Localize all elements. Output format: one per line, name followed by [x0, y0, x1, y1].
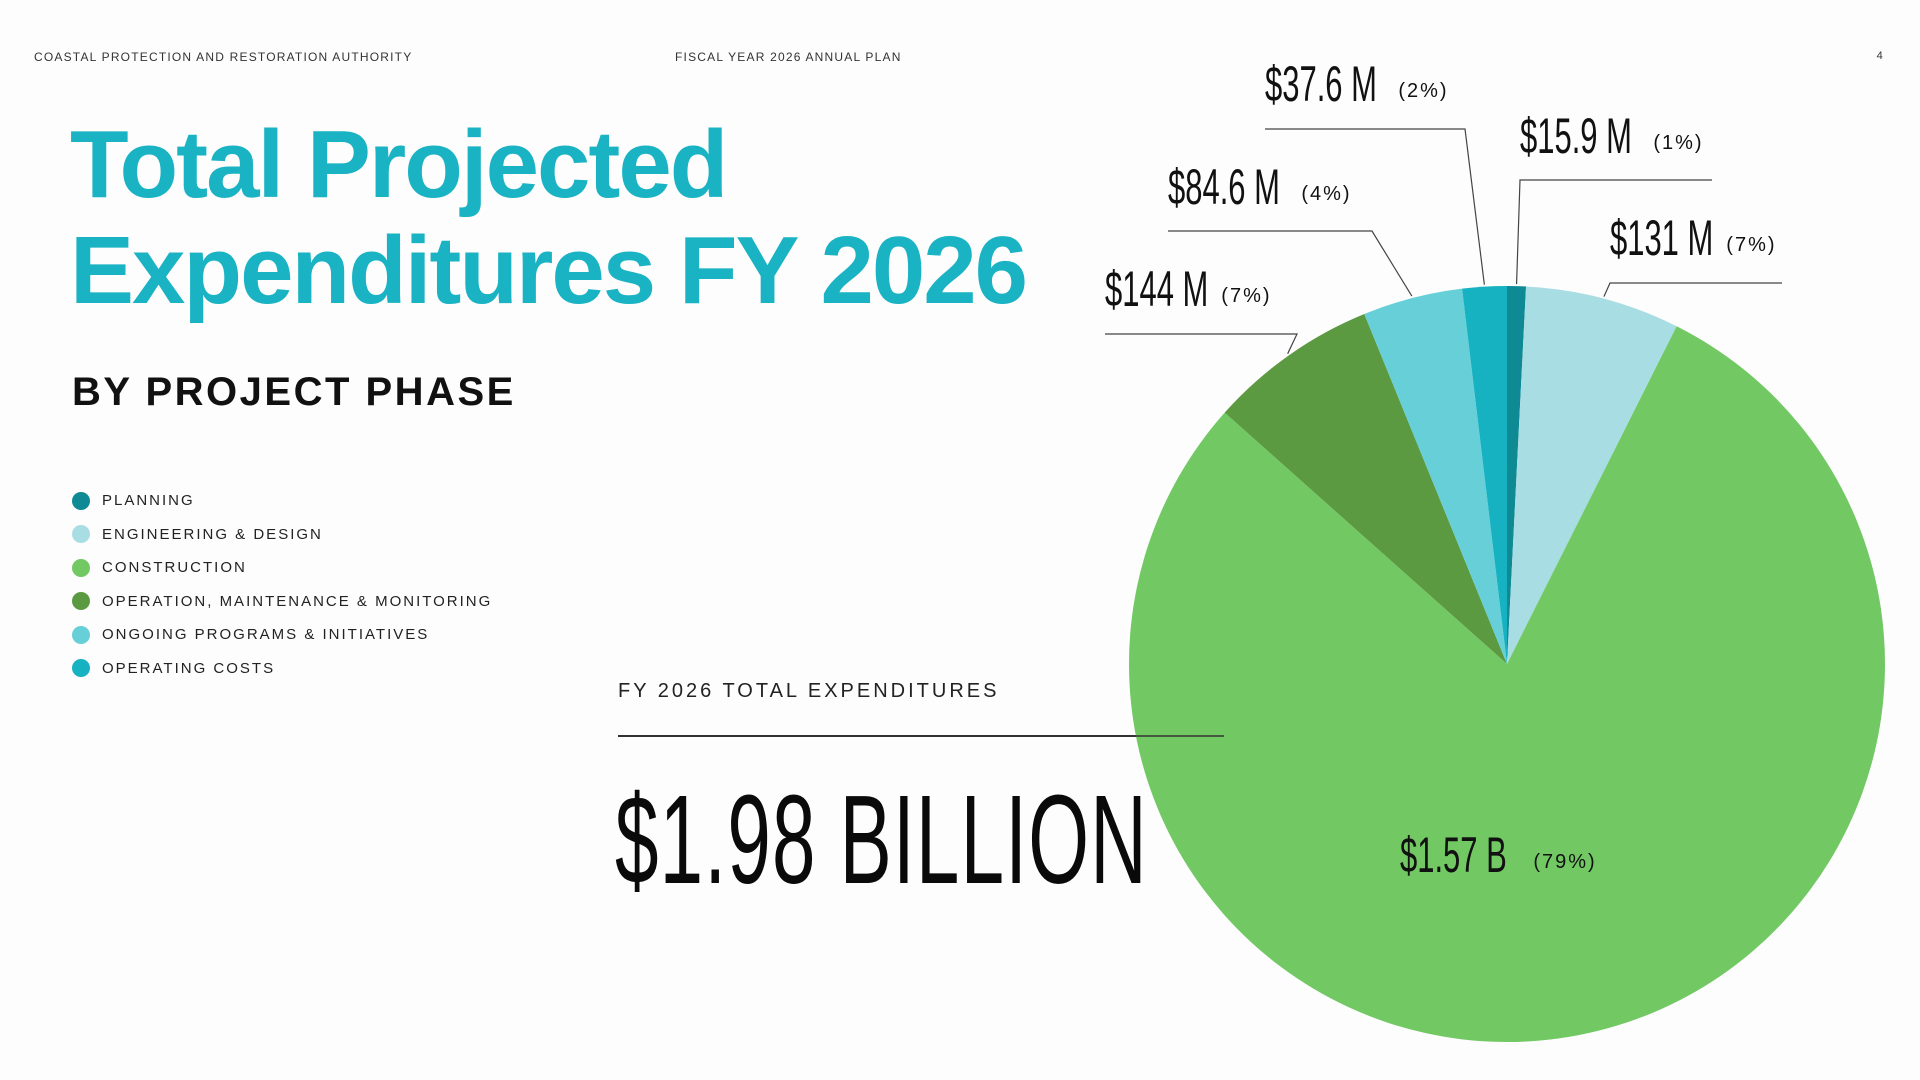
total-divider: [618, 735, 1224, 737]
header-agency: COASTAL PROTECTION AND RESTORATION AUTHO…: [34, 50, 413, 64]
legend-swatch: [72, 592, 90, 611]
data-label-value: $1.57 B: [1400, 826, 1507, 882]
pie-slice-operation-maintenance-monitoring: [1224, 313, 1507, 664]
header-plan-title: FISCAL YEAR 2026 ANNUAL PLAN: [675, 50, 902, 64]
pie-slice-construction: [1129, 326, 1886, 1043]
legend-swatch: [72, 659, 90, 678]
pie-slice-engineering-design: [1507, 286, 1677, 664]
legend-label: ENGINEERING & DESIGN: [102, 525, 323, 543]
legend-item: OPERATION, MAINTENANCE & MONITORING: [72, 585, 492, 619]
legend-item: CONSTRUCTION: [72, 551, 492, 585]
leader-line: [1265, 128, 1485, 285]
data-label-value: $37.6 M: [1265, 55, 1377, 111]
data-label-percent: (1%): [1653, 132, 1703, 154]
data-label-percent: (4%): [1301, 183, 1351, 205]
leader-line: [1168, 230, 1413, 297]
data-label-percent: (2%): [1398, 80, 1448, 102]
pie-slice-ongoing-programs-initiatives: [1364, 288, 1507, 664]
page-title-line-1: Total Projected: [70, 111, 728, 218]
data-label-value: $144 M: [1105, 260, 1208, 316]
page-number: 4: [1876, 50, 1884, 62]
data-label-value: $15.9 M: [1520, 107, 1632, 163]
legend-swatch: [72, 625, 90, 644]
data-label-percent: (79%): [1533, 851, 1596, 873]
legend-label: PLANNING: [102, 492, 195, 510]
leader-line: [1603, 282, 1782, 297]
leader-line: [1105, 333, 1298, 354]
pie-slice-planning: [1507, 286, 1527, 664]
legend-item: ENGINEERING & DESIGN: [72, 518, 492, 552]
data-label-percent: (7%): [1726, 234, 1776, 256]
pie-slice-operating-costs: [1462, 286, 1507, 664]
legend-label: OPERATING COSTS: [102, 659, 276, 677]
legend-item: PLANNING: [72, 484, 492, 518]
leader-line: [1515, 179, 1712, 285]
total-expenditures-value: $1.98 BILLION: [615, 769, 1148, 910]
data-label-value: $84.6 M: [1168, 158, 1280, 214]
legend-label: OPERATION, MAINTENANCE & MONITORING: [102, 592, 493, 610]
legend-label: CONSTRUCTION: [102, 559, 247, 577]
data-label-value: $131 M: [1610, 209, 1713, 265]
legend-label: ONGOING PROGRAMS & INITIATIVES: [102, 626, 430, 644]
chart-legend: PLANNING ENGINEERING & DESIGN CONSTRUCTION…: [72, 484, 492, 685]
page-title: Total Projected Expenditures FY 2026: [70, 111, 1028, 324]
legend-item: ONGOING PROGRAMS & INITIATIVES: [72, 618, 492, 652]
legend-swatch: [72, 525, 90, 544]
total-expenditures-label: FY 2026 TOTAL EXPENDITURES: [618, 680, 1000, 702]
page-title-line-2: Expenditures FY 2026: [70, 217, 1028, 324]
legend-item: OPERATING COSTS: [72, 652, 492, 686]
chart-subtitle: BY PROJECT PHASE: [72, 370, 516, 414]
legend-swatch: [72, 558, 90, 577]
data-label-percent: (7%): [1221, 285, 1271, 307]
legend-swatch: [72, 491, 90, 510]
